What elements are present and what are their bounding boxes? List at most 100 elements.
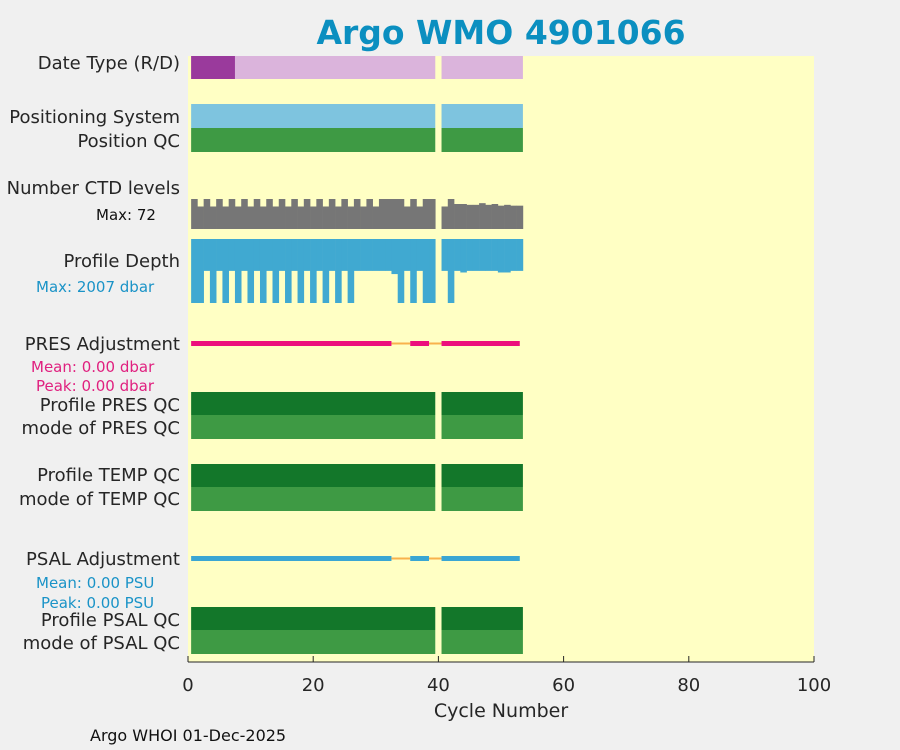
- ctd-level-bar: [266, 199, 273, 229]
- profile-depth-bar: [403, 239, 411, 271]
- ctd-level-bar: [234, 206, 242, 229]
- x-tick-label: 0: [182, 675, 193, 696]
- profile-depth-bar: [209, 239, 217, 303]
- profile-depth-bar: [472, 239, 480, 271]
- profile-depth-bar: [241, 239, 248, 271]
- profile-depth-bar: [234, 239, 242, 303]
- date-type-realtime-band-right: [441, 56, 523, 79]
- ctd-level-bar: [454, 204, 461, 229]
- ctd-level-bar: [485, 204, 492, 229]
- ctd-level-bar: [378, 199, 386, 229]
- psal-mean-annotation: Mean: 0.00 PSU: [36, 574, 154, 592]
- position-qc-band-right: [441, 128, 523, 152]
- profile-depth-bar: [353, 239, 361, 271]
- ctd-level-bar: [328, 199, 336, 229]
- pres-mean-annotation: Mean: 0.00 dbar: [31, 358, 155, 376]
- label-profile-psal-qc: Profile PSAL QC: [41, 610, 180, 631]
- profile-depth-bar: [391, 239, 399, 275]
- profile-depth-bar: [216, 239, 223, 271]
- x-tick-label: 40: [427, 675, 450, 696]
- ctd-level-bar: [397, 199, 405, 229]
- ctd-level-bar: [247, 206, 255, 229]
- profile-depth-bar: [422, 239, 430, 303]
- ctd-level-bar: [385, 199, 392, 229]
- ctd-level-bar: [372, 206, 380, 229]
- ctd-level-bar: [222, 206, 229, 229]
- ctd-level-bar: [360, 206, 367, 229]
- profile-depth-bar: [429, 239, 436, 303]
- profile-depth-bar: [485, 239, 492, 271]
- profile-depth-bar: [504, 239, 511, 273]
- profile-depth-bar: [322, 239, 330, 303]
- profile-depth-bar: [497, 239, 505, 273]
- profile-depth-bar: [310, 239, 317, 303]
- date-type-delayed-block: [191, 56, 235, 79]
- ctd-level-bar: [335, 206, 342, 229]
- position-qc-band-left: [191, 128, 436, 152]
- profile-depth-bar: [410, 239, 417, 303]
- profile-depth-bar: [272, 239, 280, 303]
- mode-pres-qc-band-right: [441, 415, 523, 439]
- ctd-level-bar: [297, 206, 305, 229]
- mode-psal-qc-band-left: [191, 630, 436, 654]
- profile-depth-bar: [479, 239, 486, 271]
- profile-depth-bar: [316, 239, 323, 271]
- ctd-level-bar: [316, 199, 323, 229]
- ctd-level-bar: [466, 204, 474, 229]
- ctd-level-bar: [422, 199, 430, 229]
- profile-depth-bar: [222, 239, 229, 303]
- profile-depth-bar: [197, 239, 204, 303]
- ctd-level-bar: [322, 206, 330, 229]
- profile-temp-qc-band-right: [441, 464, 523, 487]
- label-positioning-system: Positioning System: [9, 107, 180, 128]
- profile-depth-bar: [259, 239, 267, 303]
- label-mode-pres-qc: mode of PRES QC: [22, 418, 180, 439]
- data-marks: [191, 56, 524, 654]
- profile-pres-qc-band-right: [441, 392, 523, 415]
- x-axis-ticks: 0 20 40 60 80 100: [182, 656, 831, 696]
- label-ctd-levels: Number CTD levels: [7, 178, 180, 199]
- ctd-level-bar: [472, 204, 480, 229]
- ctd-level-bar: [504, 204, 511, 229]
- label-profile-pres-qc: Profile PRES QC: [40, 395, 180, 416]
- label-profile-depth: Profile Depth: [63, 251, 180, 272]
- profile-temp-qc-band-left: [191, 464, 436, 487]
- ctd-level-bar: [228, 199, 236, 229]
- ctd-level-bar: [491, 204, 499, 229]
- ctd-level-bar: [197, 206, 204, 229]
- label-date-type: Date Type (R/D): [38, 53, 180, 74]
- mode-psal-qc-band-right: [441, 630, 523, 654]
- ctd-level-bar: [429, 199, 436, 229]
- profile-depth-bar: [416, 239, 424, 271]
- ctd-level-bar: [209, 206, 217, 229]
- positioning-system-band-left: [191, 104, 436, 128]
- profile-depth-bar: [247, 239, 255, 303]
- ctd-level-bar: [447, 199, 455, 229]
- ctd-level-bar: [278, 199, 286, 229]
- profile-depth-bar: [460, 239, 467, 273]
- ctd-level-bar: [403, 206, 411, 229]
- profile-depth-bar: [285, 239, 292, 303]
- footer-note: Argo WHOI 01-Dec-2025: [90, 726, 286, 745]
- pres-peak-annotation: Peak: 0.00 dbar: [36, 377, 155, 395]
- ctd-level-bar: [310, 206, 317, 229]
- date-type-realtime-band-left: [191, 56, 436, 79]
- profile-depth-bar: [441, 239, 449, 271]
- label-profile-temp-qc: Profile TEMP QC: [37, 465, 180, 486]
- ctd-level-bar: [303, 199, 311, 229]
- profile-depth-bar: [454, 239, 461, 271]
- profile-depth-bar: [378, 239, 386, 271]
- profile-pres-qc-band-left: [191, 392, 436, 415]
- x-tick-label: 80: [677, 675, 700, 696]
- ctd-level-bar: [497, 205, 505, 229]
- profile-depth-bar: [516, 239, 524, 271]
- label-mode-temp-qc: mode of TEMP QC: [19, 489, 180, 510]
- ctd-level-bar: [291, 199, 298, 229]
- ctd-level-bar: [259, 206, 267, 229]
- ctd-max-annotation: Max: 72: [96, 206, 156, 224]
- label-psal-adjustment: PSAL Adjustment: [26, 549, 180, 570]
- profile-depth-bar: [372, 239, 380, 271]
- profile-depth-bar: [341, 239, 348, 271]
- ctd-level-bar: [460, 204, 467, 229]
- profile-depth-bar: [335, 239, 342, 303]
